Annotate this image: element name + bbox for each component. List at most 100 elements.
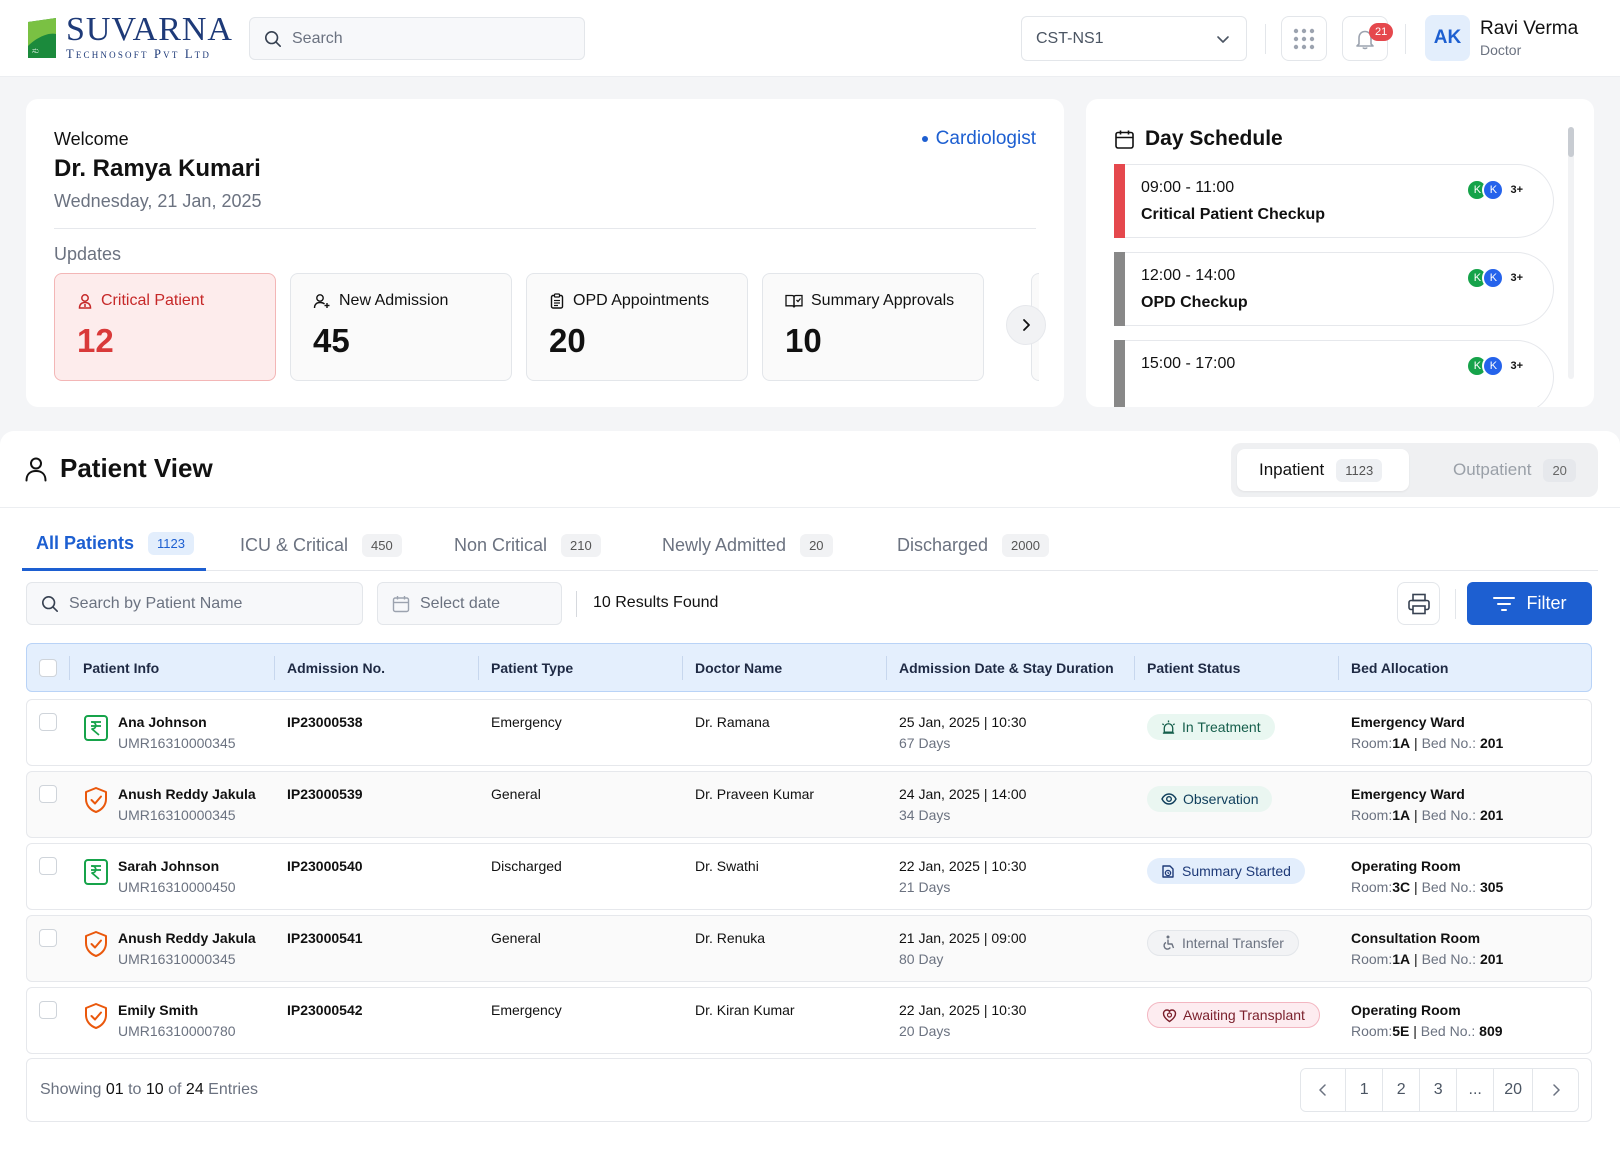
table-row[interactable]: Ana Johnson UMR16310000345 IP23000538 Eme…	[26, 699, 1592, 766]
patient-search[interactable]	[26, 582, 363, 625]
patient-name[interactable]: Anush Reddy Jakula	[118, 930, 256, 946]
patient-name[interactable]: Sarah Johnson	[118, 858, 220, 874]
tab-discharged[interactable]: Discharged 2000	[883, 519, 1049, 571]
column-header[interactable]: Admission Date & Stay Duration	[899, 659, 1114, 676]
patient-search-input[interactable]	[69, 594, 349, 613]
row-checkbox[interactable]	[39, 857, 57, 875]
schedule-attendees[interactable]: K K 3+	[1466, 355, 1523, 377]
page-2-button[interactable]: 2	[1383, 1069, 1421, 1111]
user-avatar[interactable]: AK	[1425, 15, 1470, 61]
tab-newly-admitted[interactable]: Newly Admitted 20	[648, 519, 833, 571]
patient-umr: UMR16310000345	[118, 807, 236, 823]
clipboard-icon	[550, 293, 564, 309]
schedule-name: OPD Checkup	[1141, 294, 1248, 311]
ward-name: Operating Room	[1351, 858, 1461, 874]
column-header[interactable]: Admission No.	[287, 659, 386, 676]
user-add-icon	[313, 294, 330, 309]
divider	[1405, 24, 1406, 54]
search-icon	[41, 595, 59, 612]
toggle-outpatient[interactable]: Outpatient 20	[1431, 449, 1591, 491]
toggle-label: Inpatient	[1259, 460, 1325, 479]
table-row[interactable]: Sarah Johnson UMR16310000450 IP23000540 D…	[26, 843, 1592, 910]
status-text: Awaiting Transplant	[1183, 1007, 1305, 1023]
logo-mark-icon: ಸು	[28, 18, 56, 58]
room-label: Room:	[1351, 879, 1393, 895]
of-label: of	[168, 1081, 182, 1098]
page-20-button[interactable]: 20	[1494, 1069, 1533, 1111]
column-header[interactable]: Patient Type	[491, 659, 574, 676]
stats-next-button[interactable]	[1006, 305, 1046, 345]
page-3-button[interactable]: 3	[1420, 1069, 1458, 1111]
page-1-button[interactable]: 1	[1346, 1069, 1384, 1111]
column-header[interactable]: Doctor Name	[695, 659, 783, 676]
next-page-button[interactable]	[1533, 1069, 1578, 1111]
tab-all-patients[interactable]: All Patients 1123	[22, 519, 206, 571]
row-checkbox[interactable]	[39, 713, 57, 731]
count-badge: 20	[1543, 458, 1576, 482]
stat-card-new-admission[interactable]: New Admission 45	[290, 273, 512, 381]
table-row[interactable]: Emily Smith UMR16310000780 IP23000542 Eme…	[26, 987, 1592, 1054]
grid-apps-icon	[1293, 28, 1315, 49]
stat-label: OPD Appointments	[573, 292, 710, 309]
room-number: 1A	[1392, 807, 1411, 823]
print-button[interactable]	[1397, 582, 1440, 625]
schedule-scrollbar-thumb[interactable]	[1568, 127, 1574, 157]
patient-umr: UMR16310000780	[118, 1023, 236, 1039]
stat-card-summary-approvals[interactable]: Summary Approvals 10	[762, 273, 984, 381]
brand-logo[interactable]: ಸು SUVARNA Technosoft Pvt Ltd	[26, 13, 233, 62]
row-checkbox[interactable]	[39, 929, 57, 947]
row-checkbox[interactable]	[39, 1001, 57, 1019]
room-bed: Room:5E | Bed No.: 809	[1351, 1023, 1503, 1039]
table-row[interactable]: Anush Reddy Jakula UMR16310000345 IP23000…	[26, 915, 1592, 982]
schedule-title-text: Day Schedule	[1145, 127, 1283, 150]
schedule-name: Critical Patient Checkup	[1141, 206, 1326, 223]
divider	[1455, 589, 1456, 619]
column-header[interactable]: Patient Info	[83, 659, 160, 676]
calendar-icon	[1115, 130, 1134, 149]
document-clock-icon	[1162, 865, 1174, 878]
status-badge: Internal Transfer	[1147, 930, 1299, 956]
row-checkbox[interactable]	[39, 785, 57, 803]
prev-page-button[interactable]	[1301, 1069, 1347, 1111]
filter-button[interactable]: Filter	[1467, 582, 1592, 625]
stat-card-opd-appointments[interactable]: OPD Appointments 20	[526, 273, 748, 381]
select-all-checkbox[interactable]	[39, 658, 57, 677]
schedule-attendees[interactable]: K K 3+	[1466, 267, 1523, 289]
chevron-right-icon	[1552, 1084, 1560, 1096]
page-ellipsis: ...	[1457, 1069, 1495, 1111]
patient-name[interactable]: Emily Smith	[118, 1002, 199, 1018]
global-search[interactable]	[249, 17, 585, 60]
organ-icon	[1162, 1008, 1177, 1022]
tab-label: Discharged	[897, 534, 989, 555]
site-select[interactable]: CST-NS1	[1021, 16, 1247, 61]
table-row[interactable]: Anush Reddy Jakula UMR16310000345 IP23000…	[26, 771, 1592, 838]
stay-duration: 80 Day	[899, 951, 944, 967]
toggle-inpatient[interactable]: Inpatient 1123	[1237, 449, 1409, 491]
schedule-item[interactable]: 09:00 - 11:00 Critical Patient Checkup K…	[1114, 164, 1554, 238]
global-search-input[interactable]	[292, 29, 552, 48]
patient-name[interactable]: Anush Reddy Jakula	[118, 786, 256, 802]
pagination: 1 2 3 ... 20	[1300, 1068, 1579, 1112]
admission-no: IP23000541	[287, 930, 363, 946]
date-picker[interactable]: Select date	[377, 582, 562, 625]
notifications-button[interactable]: 21	[1342, 16, 1394, 61]
column-divider	[682, 656, 683, 680]
column-header[interactable]: Patient Status	[1147, 659, 1241, 676]
user-name[interactable]: Ravi Verma	[1480, 18, 1579, 39]
schedule-item[interactable]: 15:00 - 17:00 K K 3+	[1114, 340, 1554, 407]
status-text: Summary Started	[1182, 863, 1291, 879]
room-bed: Room:1A | Bed No.: 201	[1351, 951, 1504, 967]
schedule-scrollbar[interactable]	[1568, 127, 1574, 379]
tab-icu-critical[interactable]: ICU & Critical 450	[226, 519, 402, 571]
tab-non-critical[interactable]: Non Critical 210	[440, 519, 601, 571]
stat-card-critical-patient[interactable]: Critical Patient 12	[54, 273, 276, 381]
patient-name[interactable]: Ana Johnson	[118, 714, 207, 730]
filter-label: Filter	[1526, 593, 1567, 613]
apps-button[interactable]	[1281, 16, 1327, 61]
printer-icon	[1407, 593, 1430, 614]
schedule-attendees[interactable]: K K 3+	[1466, 179, 1523, 201]
ward-name: Emergency Ward	[1351, 714, 1465, 730]
status-text: In Treatment	[1182, 719, 1261, 735]
column-header[interactable]: Bed Allocation	[1351, 659, 1449, 676]
schedule-item[interactable]: 12:00 - 14:00 OPD Checkup K K 3+	[1114, 252, 1554, 326]
